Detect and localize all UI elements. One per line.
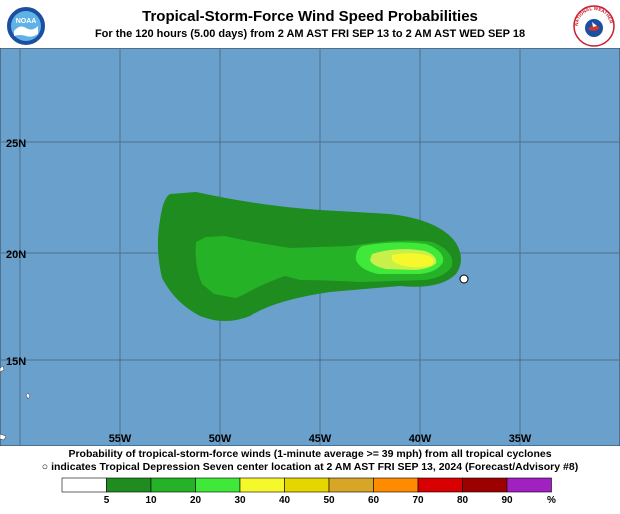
noaa-logo-icon: NOAA bbox=[5, 5, 47, 47]
legend-label: 80 bbox=[457, 495, 469, 506]
legend-swatch bbox=[195, 477, 241, 493]
lat-label-20n: 20N bbox=[6, 249, 26, 261]
legend-swatch bbox=[61, 477, 107, 493]
legend-label: 50 bbox=[323, 495, 335, 506]
header: NOAA Tropical-Storm-Force Wind Speed Pro… bbox=[0, 0, 620, 48]
caption-line-1: Probability of tropical-storm-force wind… bbox=[68, 448, 552, 460]
legend-swatch bbox=[328, 477, 374, 493]
legend-label: 90 bbox=[501, 495, 513, 506]
lon-label-45w: 45W bbox=[309, 433, 332, 445]
storm-center-marker bbox=[459, 274, 469, 284]
probability-map: 25N 20N 15N 55W 50W 45W 40W 35W bbox=[0, 48, 620, 446]
legend-label: 60 bbox=[368, 495, 380, 506]
legend-label: 20 bbox=[190, 495, 202, 506]
map-canvas: 25N 20N 15N 55W 50W 45W 40W 35W bbox=[0, 48, 620, 446]
lat-label-15n: 15N bbox=[6, 356, 26, 368]
island-small bbox=[25, 392, 31, 400]
legend-label: 70 bbox=[412, 495, 424, 506]
land-fragments bbox=[0, 365, 31, 441]
legend-swatch bbox=[417, 477, 463, 493]
caption-center-marker-icon: ○ bbox=[41, 461, 49, 473]
legend-color-scale: 5 10 20 30 40 50 60 70 80 90% bbox=[61, 477, 556, 506]
land-fragment-west bbox=[0, 365, 5, 373]
legend-swatch bbox=[150, 477, 196, 493]
legend-swatch bbox=[506, 477, 552, 493]
land-fragment-sw bbox=[0, 433, 7, 441]
nws-logo-icon: NATIONAL WEATHER SERVICE bbox=[572, 4, 615, 47]
lon-label-40w: 40W bbox=[409, 433, 432, 445]
caption-line-2-text: indicates Tropical Depression Seven cent… bbox=[51, 461, 579, 473]
legend-label: 40 bbox=[279, 495, 291, 506]
lon-label-50w: 50W bbox=[209, 433, 232, 445]
contour-40-50-percent bbox=[392, 253, 434, 268]
legend-label: 30 bbox=[234, 495, 246, 506]
map-title: Tropical-Storm-Force Wind Speed Probabil… bbox=[142, 8, 478, 25]
legend-swatch bbox=[284, 477, 330, 493]
legend-swatch bbox=[462, 477, 508, 493]
legend-swatch bbox=[239, 477, 285, 493]
legend-label: 10 bbox=[145, 495, 157, 506]
legend-swatch bbox=[373, 477, 419, 493]
caption-line-2: ○ indicates Tropical Depression Seven ce… bbox=[0, 461, 620, 473]
legend-unit-label: % bbox=[547, 495, 556, 506]
probability-legend: 5 10 20 30 40 50 60 70 80 90% bbox=[0, 476, 620, 509]
lat-label-25n: 25N bbox=[6, 138, 26, 150]
legend-label: 5 bbox=[104, 495, 110, 506]
noaa-logo-text: NOAA bbox=[16, 18, 37, 25]
lon-label-55w: 55W bbox=[109, 433, 132, 445]
map-subtitle: For the 120 hours (5.00 days) from 2 AM … bbox=[94, 28, 526, 40]
lon-label-35w: 35W bbox=[509, 433, 532, 445]
legend-swatch bbox=[106, 477, 152, 493]
probability-contours bbox=[157, 192, 461, 321]
